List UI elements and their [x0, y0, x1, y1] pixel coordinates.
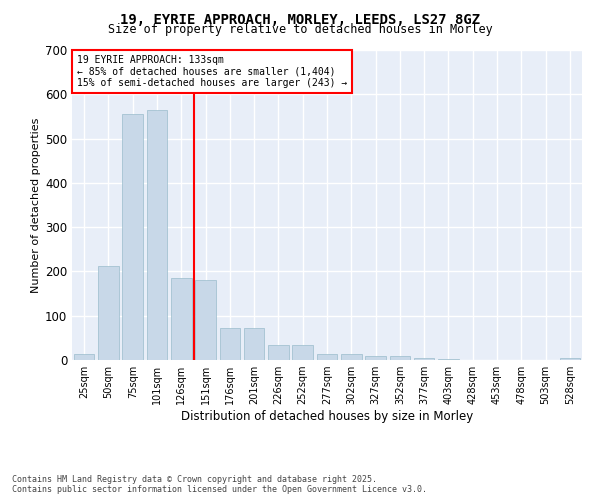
Bar — [74, 354, 94, 360]
Text: 19 EYRIE APPROACH: 133sqm
← 85% of detached houses are smaller (1,404)
15% of se: 19 EYRIE APPROACH: 133sqm ← 85% of detac… — [77, 54, 347, 88]
Bar — [122, 114, 143, 360]
Bar — [365, 356, 386, 360]
X-axis label: Distribution of detached houses by size in Morley: Distribution of detached houses by size … — [181, 410, 473, 423]
Bar — [292, 346, 313, 360]
Bar — [438, 358, 459, 360]
Bar — [195, 280, 216, 360]
Text: Size of property relative to detached houses in Morley: Size of property relative to detached ho… — [107, 22, 493, 36]
Text: Contains HM Land Registry data © Crown copyright and database right 2025.
Contai: Contains HM Land Registry data © Crown c… — [12, 474, 427, 494]
Text: 19, EYRIE APPROACH, MORLEY, LEEDS, LS27 8GZ: 19, EYRIE APPROACH, MORLEY, LEEDS, LS27 … — [120, 12, 480, 26]
Y-axis label: Number of detached properties: Number of detached properties — [31, 118, 41, 292]
Bar — [98, 266, 119, 360]
Bar — [414, 358, 434, 360]
Bar — [341, 354, 362, 360]
Bar — [268, 346, 289, 360]
Bar — [244, 328, 265, 360]
Bar — [171, 278, 191, 360]
Bar — [317, 354, 337, 360]
Bar — [560, 358, 580, 360]
Bar — [146, 110, 167, 360]
Bar — [220, 328, 240, 360]
Bar — [389, 356, 410, 360]
